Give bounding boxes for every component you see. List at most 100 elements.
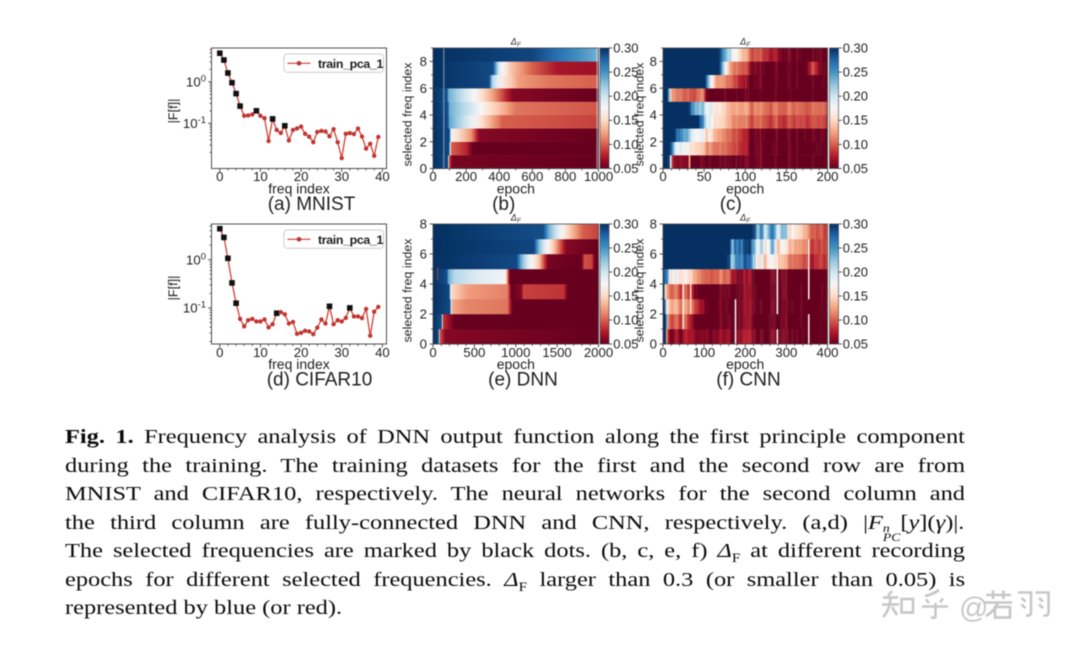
svg-text:10: 10 [253, 345, 268, 360]
svg-text:epoch: epoch [726, 181, 764, 197]
svg-text:0: 0 [650, 161, 657, 176]
svg-text:freq index: freq index [268, 356, 329, 372]
svg-text:200: 200 [455, 169, 477, 184]
svg-text:0: 0 [216, 345, 223, 360]
svg-text:8: 8 [650, 217, 657, 232]
svg-text:100: 100 [693, 345, 715, 360]
svg-text:0: 0 [659, 169, 666, 184]
svg-text:1000: 1000 [501, 345, 530, 360]
svg-text:ΔF: ΔF [510, 213, 522, 225]
svg-text:selected freq index: selected freq index [632, 238, 646, 343]
svg-text:20: 20 [294, 169, 309, 184]
svg-text:200: 200 [734, 345, 756, 360]
svg-text:8: 8 [650, 54, 657, 69]
svg-text:ΔF: ΔF [739, 213, 751, 225]
svg-text:@: @ [959, 593, 988, 625]
svg-text:4: 4 [420, 108, 427, 123]
svg-text:freq index: freq index [268, 181, 329, 197]
svg-text:0.25: 0.25 [843, 240, 868, 255]
svg-text:(b): (b) [492, 194, 515, 215]
svg-text:4: 4 [650, 108, 657, 123]
svg-text:selected freq index: selected freq index [632, 62, 646, 167]
svg-text:0.30: 0.30 [613, 216, 638, 231]
svg-text:50: 50 [697, 169, 712, 184]
svg-text:0.10: 0.10 [613, 137, 638, 152]
svg-text:selected freq index: selected freq index [401, 62, 415, 167]
svg-text:6: 6 [420, 247, 427, 262]
svg-text:0: 0 [429, 169, 436, 184]
svg-text:10-1: 10-1 [183, 115, 206, 131]
svg-text:ΔF: ΔF [510, 37, 522, 49]
svg-text:2: 2 [650, 307, 657, 322]
svg-text:4: 4 [650, 277, 657, 292]
svg-text:0.30: 0.30 [613, 40, 638, 55]
svg-text:0.15: 0.15 [843, 288, 868, 303]
svg-text:0.05: 0.05 [613, 336, 638, 351]
svg-text:800: 800 [554, 169, 576, 184]
svg-text:0.20: 0.20 [613, 89, 638, 104]
svg-text:0: 0 [216, 169, 223, 184]
svg-text:train_pca_1: train_pca_1 [318, 57, 383, 71]
svg-text:(d) CIFAR10: (d) CIFAR10 [267, 369, 373, 390]
svg-text:0.10: 0.10 [613, 312, 638, 327]
svg-text:0.15: 0.15 [843, 113, 868, 128]
svg-text:40: 40 [375, 345, 390, 360]
svg-text:6: 6 [650, 247, 657, 262]
svg-text:0.25: 0.25 [843, 65, 868, 80]
svg-text:(c): (c) [720, 194, 742, 215]
svg-text:0.05: 0.05 [613, 161, 638, 176]
svg-text:0.15: 0.15 [613, 113, 638, 128]
svg-text:epoch: epoch [497, 181, 535, 197]
svg-text:100: 100 [734, 169, 756, 184]
svg-text:0.15: 0.15 [613, 288, 638, 303]
svg-text:0: 0 [420, 161, 427, 176]
svg-text:0.20: 0.20 [843, 264, 868, 279]
svg-text:600: 600 [521, 169, 543, 184]
svg-text:8: 8 [420, 217, 427, 232]
svg-text:30: 30 [334, 169, 349, 184]
svg-text:30: 30 [334, 345, 349, 360]
svg-text:2: 2 [650, 134, 657, 149]
svg-text:2000: 2000 [584, 345, 613, 360]
svg-text:train_pca_1: train_pca_1 [318, 233, 383, 247]
svg-text:(f) CNN: (f) CNN [716, 369, 780, 390]
svg-text:0: 0 [650, 337, 657, 352]
svg-text:400: 400 [488, 169, 510, 184]
svg-text:|F[f]|: |F[f]| [167, 99, 181, 124]
svg-text:10: 10 [253, 169, 268, 184]
svg-text:0.05: 0.05 [843, 161, 868, 176]
svg-text:0.30: 0.30 [843, 216, 868, 231]
svg-text:20: 20 [294, 345, 309, 360]
svg-text:selected freq index: selected freq index [401, 238, 415, 343]
svg-text:6: 6 [650, 81, 657, 96]
svg-text:0.20: 0.20 [613, 264, 638, 279]
svg-text:|F[f]|: |F[f]| [167, 276, 181, 301]
svg-text:300: 300 [775, 345, 797, 360]
svg-text:ΔF: ΔF [739, 37, 751, 49]
svg-text:epoch: epoch [497, 356, 535, 372]
svg-text:6: 6 [420, 81, 427, 96]
svg-text:1500: 1500 [542, 345, 571, 360]
svg-text:1000: 1000 [584, 169, 613, 184]
svg-text:150: 150 [775, 169, 797, 184]
svg-text:100: 100 [186, 252, 206, 268]
svg-text:0: 0 [420, 337, 427, 352]
svg-text:8: 8 [420, 54, 427, 69]
svg-text:0.25: 0.25 [613, 65, 638, 80]
svg-text:0: 0 [429, 345, 436, 360]
svg-text:500: 500 [463, 345, 485, 360]
svg-text:0.20: 0.20 [843, 89, 868, 104]
svg-text:(e) DNN: (e) DNN [488, 369, 558, 390]
svg-text:(a) MNIST: (a) MNIST [268, 194, 356, 215]
svg-text:epoch: epoch [726, 356, 764, 372]
svg-text:0.25: 0.25 [613, 240, 638, 255]
svg-text:2: 2 [420, 134, 427, 149]
svg-text:4: 4 [420, 277, 427, 292]
svg-text:400: 400 [816, 345, 838, 360]
svg-text:200: 200 [816, 169, 838, 184]
svg-text:0.30: 0.30 [843, 40, 868, 55]
svg-text:100: 100 [186, 74, 206, 90]
svg-text:0.10: 0.10 [843, 312, 868, 327]
svg-text:10-1: 10-1 [183, 300, 206, 316]
svg-text:40: 40 [375, 169, 390, 184]
